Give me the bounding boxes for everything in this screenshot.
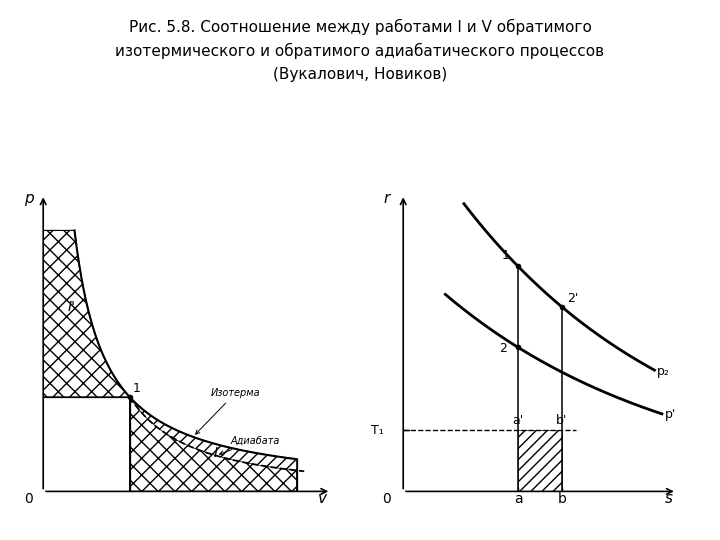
Text: I: I — [214, 446, 218, 460]
Text: b': b' — [557, 414, 567, 427]
Text: s: s — [665, 491, 672, 506]
Text: I': I' — [68, 300, 76, 314]
Polygon shape — [130, 397, 297, 491]
Polygon shape — [518, 430, 562, 491]
Text: Изотерма: Изотерма — [196, 388, 260, 434]
Text: a: a — [514, 492, 523, 506]
Text: 1: 1 — [132, 382, 140, 395]
Text: 0: 0 — [24, 492, 33, 506]
Text: Рис. 5.8. Соотношение между работами I и V обратимого: Рис. 5.8. Соотношение между работами I и… — [129, 19, 591, 35]
Text: 2': 2' — [567, 292, 579, 306]
Text: p₂: p₂ — [657, 364, 670, 377]
Text: 0: 0 — [382, 492, 391, 506]
Text: 1: 1 — [502, 249, 510, 262]
Text: T₁: T₁ — [372, 424, 384, 437]
Text: p: p — [24, 191, 34, 206]
Text: a': a' — [513, 414, 523, 427]
Polygon shape — [43, 231, 130, 397]
Text: (Вукалович, Новиков): (Вукалович, Новиков) — [273, 68, 447, 83]
Text: v: v — [318, 491, 327, 506]
Text: b: b — [557, 492, 567, 506]
Text: p': p' — [665, 408, 676, 421]
Text: 2: 2 — [499, 342, 507, 355]
Polygon shape — [130, 397, 297, 470]
Text: изотермического и обратимого адиабатического процессов: изотермического и обратимого адиабатичес… — [115, 43, 605, 59]
Text: r: r — [384, 191, 390, 206]
Text: Адиабата: Адиабата — [220, 436, 280, 455]
